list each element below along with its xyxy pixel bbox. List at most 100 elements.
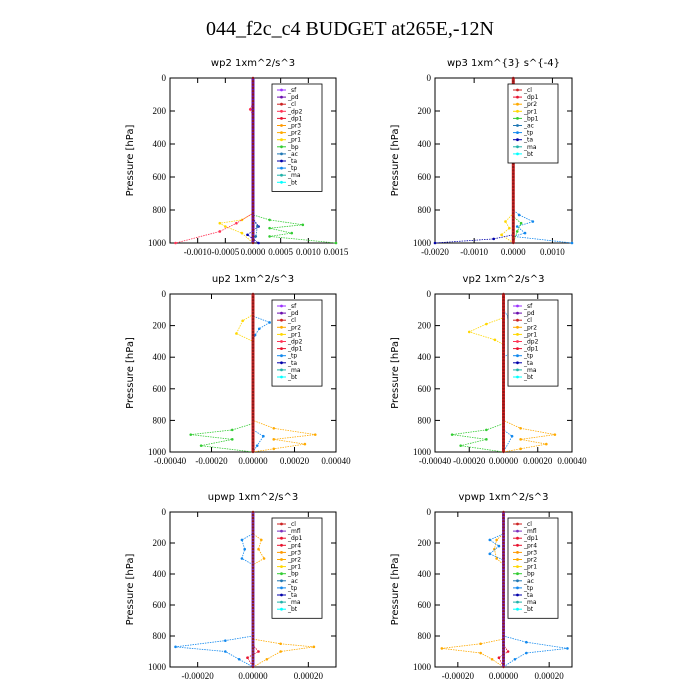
data-point bbox=[251, 594, 255, 597]
data-point bbox=[241, 319, 244, 323]
data-point bbox=[502, 393, 505, 397]
data-point bbox=[502, 653, 505, 656]
data-point bbox=[251, 149, 255, 152]
data-point bbox=[246, 233, 249, 237]
panel-title: vpwp 1xm^2/s^3 bbox=[458, 492, 548, 503]
y-tick-label: 400 bbox=[153, 569, 167, 579]
legend-swatch-marker bbox=[280, 600, 283, 604]
data-point bbox=[251, 142, 255, 146]
data-point bbox=[257, 241, 260, 245]
data-point bbox=[512, 218, 515, 222]
data-point bbox=[251, 390, 255, 394]
legend-swatch-marker bbox=[516, 304, 519, 308]
x-tick-label: -0.0010 bbox=[460, 247, 488, 257]
data-point bbox=[251, 146, 255, 149]
y-tick-label: 400 bbox=[418, 569, 432, 579]
data-point bbox=[502, 374, 505, 378]
legend-label: _bp bbox=[287, 571, 299, 578]
data-point bbox=[512, 228, 515, 231]
y-tick-label: 800 bbox=[418, 205, 432, 215]
legend-label: _dp2 bbox=[287, 108, 303, 115]
data-point bbox=[251, 123, 255, 126]
legend-label: _ta bbox=[523, 137, 533, 144]
data-point bbox=[502, 324, 505, 327]
data-point bbox=[235, 332, 238, 335]
data-point bbox=[251, 653, 255, 656]
data-point bbox=[512, 205, 515, 208]
data-point bbox=[490, 657, 494, 661]
data-point bbox=[502, 409, 505, 413]
data-point bbox=[251, 560, 255, 563]
data-point bbox=[502, 551, 505, 554]
data-point bbox=[502, 349, 505, 353]
y-tick-label: 800 bbox=[153, 205, 167, 215]
data-point bbox=[502, 548, 505, 551]
y-tick-label: 1000 bbox=[413, 662, 432, 672]
data-point bbox=[502, 541, 505, 545]
y-tick-label: 600 bbox=[153, 384, 167, 394]
data-point bbox=[502, 619, 505, 622]
data-point bbox=[545, 442, 548, 446]
y-tick-label: 400 bbox=[418, 139, 432, 149]
data-point bbox=[251, 129, 255, 132]
data-point bbox=[268, 235, 271, 238]
data-point bbox=[512, 195, 515, 198]
legend-label: _pr4 bbox=[523, 542, 537, 549]
data-point bbox=[488, 538, 492, 542]
data-point bbox=[251, 572, 255, 576]
data-point bbox=[512, 231, 515, 235]
data-point bbox=[502, 384, 505, 387]
data-point bbox=[502, 634, 505, 638]
data-point bbox=[251, 393, 255, 397]
data-point bbox=[502, 600, 505, 604]
data-point bbox=[502, 622, 505, 625]
legend-swatch-marker bbox=[280, 159, 283, 163]
data-point bbox=[301, 223, 305, 227]
data-point bbox=[312, 645, 316, 649]
legend-swatch-marker bbox=[516, 607, 519, 611]
legend-label: _pr1 bbox=[287, 137, 301, 144]
x-tick-label: 0.0000 bbox=[501, 247, 526, 257]
data-point bbox=[251, 585, 255, 588]
data-point bbox=[519, 221, 523, 225]
data-point bbox=[251, 159, 255, 162]
x-tick-label: 0.0000 bbox=[241, 247, 266, 257]
data-point bbox=[495, 557, 498, 560]
legend-swatch-marker bbox=[516, 565, 519, 568]
legend-label: _bp bbox=[287, 144, 299, 151]
data-point bbox=[251, 103, 255, 106]
data-point bbox=[251, 406, 255, 409]
legend-label: _pr1 bbox=[287, 564, 301, 571]
data-point bbox=[251, 356, 255, 359]
data-point bbox=[502, 588, 505, 591]
x-tick-label: 0.00020 bbox=[523, 456, 553, 466]
legend-label: _bt bbox=[523, 606, 534, 613]
data-point bbox=[257, 327, 261, 331]
data-point bbox=[523, 231, 527, 235]
data-point bbox=[502, 390, 505, 394]
data-point bbox=[502, 538, 505, 542]
data-point bbox=[237, 657, 241, 661]
y-tick-label: 600 bbox=[418, 384, 432, 394]
data-point bbox=[251, 205, 255, 208]
series-line bbox=[468, 294, 504, 452]
data-point bbox=[502, 305, 505, 308]
legend-swatch-marker bbox=[280, 304, 283, 308]
legend-label: _bt bbox=[523, 374, 534, 381]
data-point bbox=[251, 208, 255, 212]
data-point bbox=[502, 381, 505, 384]
y-tick-label: 600 bbox=[153, 172, 167, 182]
legend-label: _ta bbox=[287, 158, 297, 165]
legend-swatch-marker bbox=[280, 579, 283, 583]
data-point bbox=[251, 139, 255, 142]
legend-label: _sf bbox=[523, 303, 533, 310]
legend-swatch-marker bbox=[516, 361, 519, 365]
data-point bbox=[519, 427, 522, 430]
data-point bbox=[450, 433, 454, 436]
data-point bbox=[502, 594, 505, 597]
chart-panel-4: vp2 1xm^2/s^3 Pressure [hPa] 0 200 400 600 800… bbox=[390, 274, 587, 466]
data-point bbox=[303, 442, 307, 446]
data-point bbox=[502, 371, 505, 375]
data-point bbox=[251, 90, 255, 93]
data-point bbox=[251, 625, 255, 628]
